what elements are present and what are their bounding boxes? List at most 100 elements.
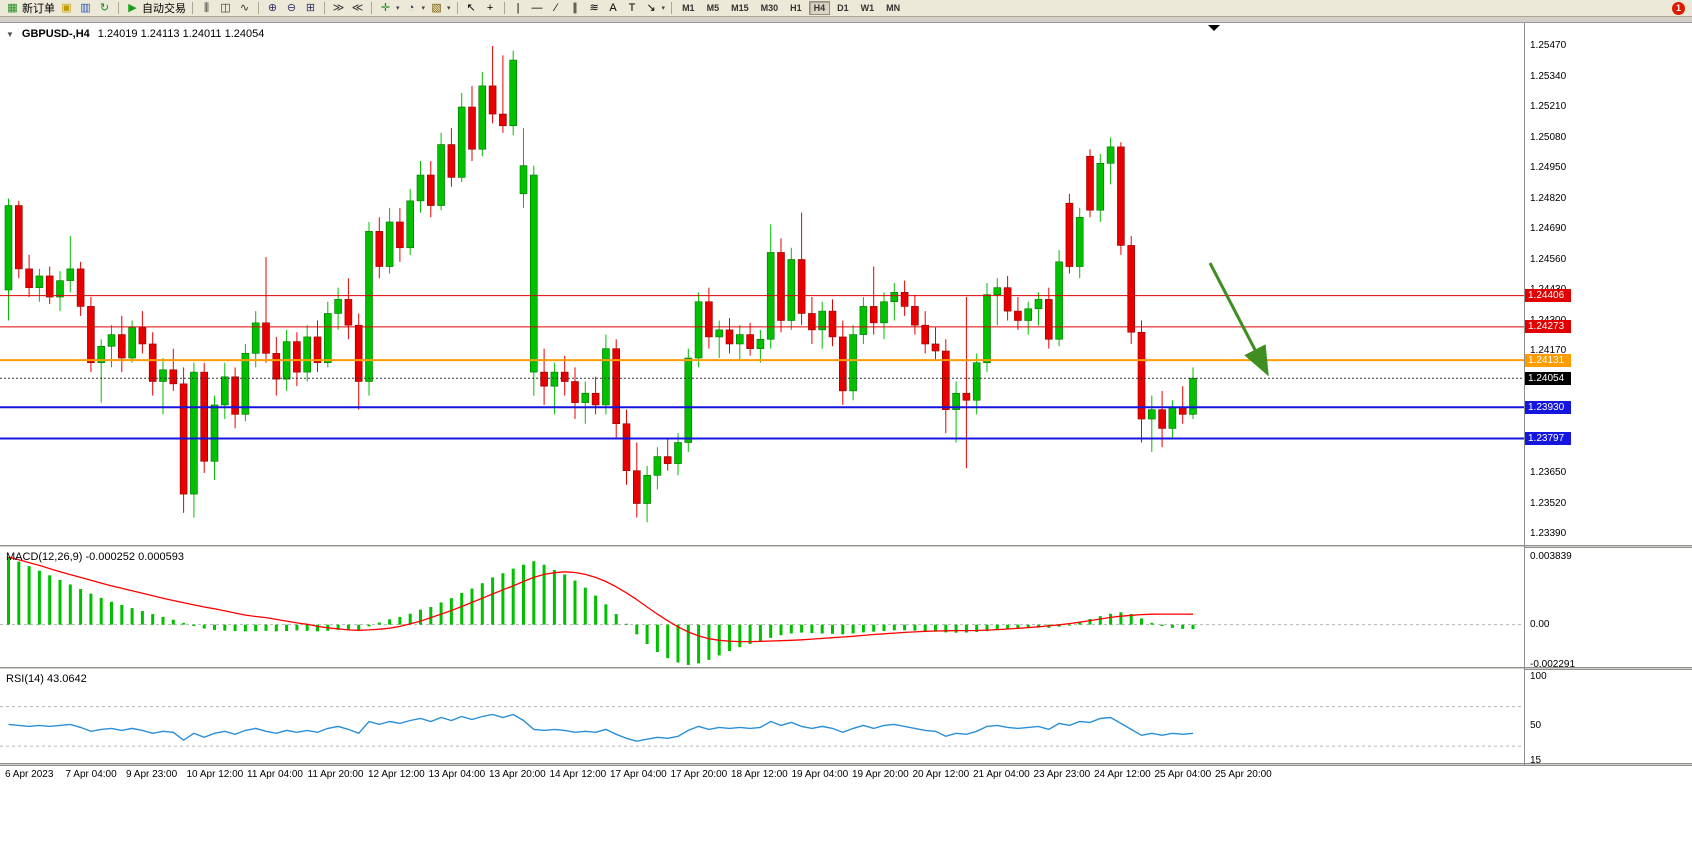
toolbar-gap-strip <box>0 17 1692 22</box>
trendline-icon: ∕ <box>555 2 557 14</box>
timeframe-H4[interactable]: H4 <box>808 1 831 15</box>
macd-signal-line <box>8 556 1194 643</box>
timeframe-H1[interactable]: H1 <box>790 3 802 13</box>
bar-chart-button[interactable]: ⫼ <box>197 1 216 16</box>
channel-button[interactable]: ∥ <box>566 1 585 16</box>
time-axis-label: 18 Apr 12:00 <box>731 769 788 780</box>
toolbar-separator <box>192 2 193 14</box>
periods-button[interactable]: ◔ ▾ <box>402 1 428 16</box>
trendline-button[interactable]: ∕ <box>547 1 566 16</box>
time-axis-label: 12 Apr 12:00 <box>368 769 425 780</box>
new-order-icon: ▦ <box>7 2 18 14</box>
time-axis-label: 11 Apr 04:00 <box>247 769 303 780</box>
time-axis-label: 7 Apr 04:00 <box>65 769 117 780</box>
time-axis-label: 13 Apr 04:00 <box>428 769 486 780</box>
auto-scroll-button[interactable]: ≫ <box>329 1 348 16</box>
channel-icon: ∥ <box>572 2 578 14</box>
symbol-period-label: GBPUSD-,H4 <box>21 28 90 40</box>
macd-histogram <box>7 556 1195 665</box>
refresh-icon: ↻ <box>99 2 110 14</box>
time-axis-label: 17 Apr 04:00 <box>610 769 667 780</box>
chart-profiles-button[interactable]: ▣ <box>57 1 76 16</box>
trend-arrow-annotation[interactable] <box>1208 262 1269 377</box>
chevron-down-icon[interactable]: ▾ <box>447 5 451 12</box>
text-label-button[interactable]: T <box>623 1 642 16</box>
time-axis-label: 25 Apr 04:00 <box>1154 769 1212 780</box>
rsi-line <box>8 713 1194 742</box>
hline-price-tag: 1.24131 <box>1525 353 1571 367</box>
price-chart[interactable] <box>0 23 1524 547</box>
time-axis-label: 13 Apr 20:00 <box>489 769 546 780</box>
new-order-button[interactable]: ▦ 新订单 <box>3 1 57 16</box>
cursor-icon: ↖ <box>466 2 476 14</box>
macd-label: MACD(12,26,9) -0.000252 0.000593 <box>6 551 184 563</box>
tile-windows-button[interactable]: ⊞ <box>301 1 320 16</box>
template-icon: ▧ <box>431 2 442 14</box>
fibonacci-icon: ≋ <box>589 2 599 14</box>
line-chart-button[interactable]: ∿ <box>235 1 254 16</box>
price-axis-label: 1.24950 <box>1530 162 1567 173</box>
zoom-in-button[interactable]: ⊕ <box>263 1 282 16</box>
play-icon: ▶ <box>128 2 137 14</box>
chevron-down-icon[interactable]: ▾ <box>396 5 400 12</box>
bar-chart-icon: ⫼ <box>203 2 210 14</box>
timeframe-M1[interactable]: M1 <box>682 3 695 13</box>
refresh-button[interactable]: ↻ <box>95 1 114 16</box>
horizontal-line-button[interactable]: — <box>528 1 547 16</box>
price-axis-label: 1.24820 <box>1530 192 1567 204</box>
crosshair-button[interactable]: + <box>481 1 500 16</box>
price-axis-label: 1.24560 <box>1530 253 1567 265</box>
auto-trading-button-label: 自动交易 <box>142 3 186 15</box>
profiles-icon: ▣ <box>61 2 72 14</box>
chart-shift-icon: ≪ <box>351 2 364 14</box>
zoom-out-button[interactable]: ⊖ <box>282 1 301 16</box>
price-axis-label: 1.23650 <box>1530 467 1567 478</box>
rsi-axis-label: 100 <box>1530 671 1547 682</box>
timeframe-MN[interactable]: MN <box>886 3 901 13</box>
time-axis-label: 11 Apr 20:00 <box>307 769 364 780</box>
chart-shift-button[interactable]: ≪ <box>348 1 367 16</box>
timeframe-M15[interactable]: M15 <box>731 3 749 13</box>
timeframe-W1[interactable]: W1 <box>860 3 875 13</box>
candlestick-chart-button[interactable]: ◫ <box>216 1 235 16</box>
fibonacci-button[interactable]: ≋ <box>585 1 604 16</box>
arrows-button[interactable]: ↘ ▾ <box>642 1 668 16</box>
chart-shift-marker-icon[interactable] <box>1208 25 1220 31</box>
timeframe-M5[interactable]: M5 <box>706 3 720 13</box>
time-axis-label: 23 Apr 23:00 <box>1033 769 1091 780</box>
text-button[interactable]: A <box>604 1 623 16</box>
cursor-button[interactable]: ↖ <box>462 1 481 16</box>
chart-header-arrow-icon[interactable]: ▼ <box>6 29 14 39</box>
toolbar-separator <box>258 2 259 14</box>
line-chart-icon: ∿ <box>239 2 250 14</box>
auto-trading-button[interactable]: ▶ 自动交易 <box>123 1 188 16</box>
chevron-down-icon[interactable]: ▾ <box>421 5 426 12</box>
hline-price-tag: 1.24273 <box>1525 320 1571 334</box>
text-label-icon: T <box>628 2 636 14</box>
time-axis-label: 19 Apr 04:00 <box>791 769 849 780</box>
timeframe-D1[interactable]: D1 <box>837 3 849 13</box>
price-axis-label: 1.24690 <box>1530 223 1567 234</box>
macd-axis-label: 0.00 <box>1530 618 1550 630</box>
macd-chart[interactable] <box>0 547 1524 669</box>
vertical-line-icon: | <box>516 2 520 14</box>
price-axis-label: 1.24170 <box>1530 345 1567 356</box>
chart-window: ▼ GBPUSD-,H4 1.24019 1.24113 1.24011 1.2… <box>0 22 1692 847</box>
time-axis-label: 24 Apr 12:00 <box>1094 769 1151 780</box>
macd-axis-label: 0.003839 <box>1530 551 1572 562</box>
timeframe-M30[interactable]: M30 <box>760 3 779 13</box>
macd-axis-label: -0.002291 <box>1530 659 1576 670</box>
indicators-button[interactable]: ✛ ▾ <box>376 1 402 16</box>
chevron-down-icon[interactable]: ▾ <box>661 5 666 12</box>
time-axis-label: 21 Apr 04:00 <box>973 769 1030 780</box>
templates-button[interactable]: ▧ ▾ <box>427 1 453 16</box>
toolbar-separator <box>324 2 325 14</box>
notification-badge[interactable]: 1 <box>1672 1 1685 15</box>
vertical-line-button[interactable]: | <box>509 1 528 16</box>
hline-price-tag: 1.23797 <box>1525 432 1571 445</box>
time-axis-label: 9 Apr 23:00 <box>126 769 178 780</box>
rsi-chart[interactable] <box>0 669 1524 765</box>
time-axis-label: 10 Apr 12:00 <box>186 769 244 780</box>
bid-price-tag: 1.24054 <box>1525 371 1571 385</box>
market-watch-button[interactable]: ▥ <box>76 1 95 16</box>
